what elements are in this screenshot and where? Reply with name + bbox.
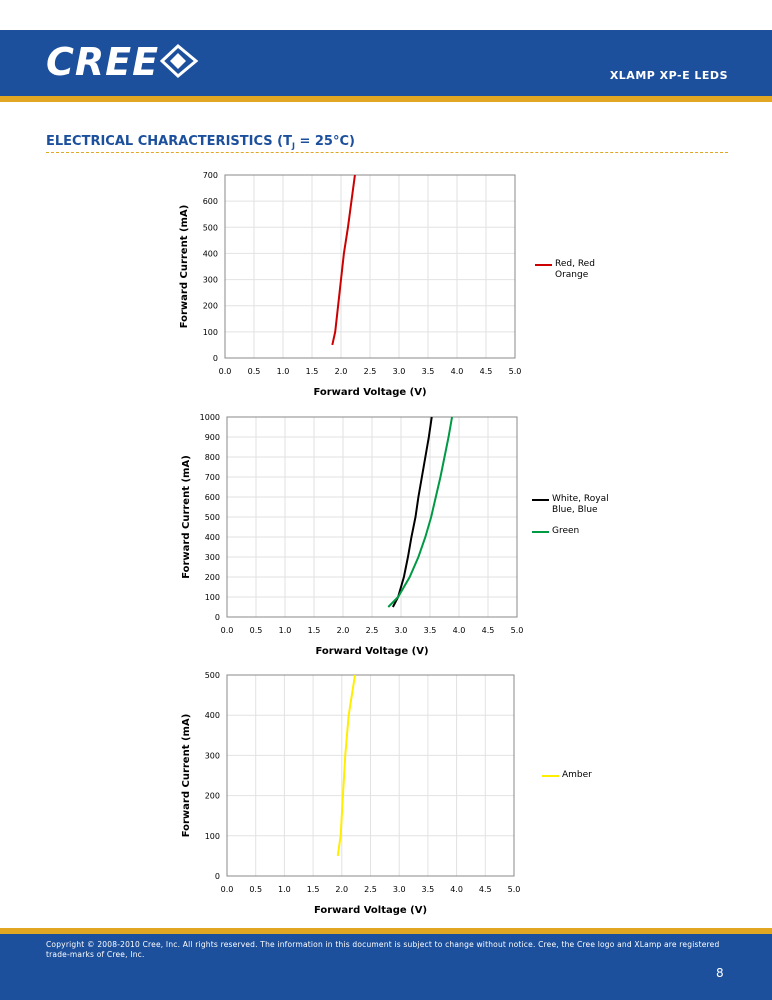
x-tick-label: 0.0 <box>221 885 234 894</box>
x-tick-label: 0.5 <box>250 626 263 635</box>
x-tick-label: 2.0 <box>335 885 348 894</box>
logo-mark <box>160 44 199 78</box>
x-tick-label: 3.0 <box>393 367 406 376</box>
legend-label: White, Royal Blue, Blue <box>552 494 609 515</box>
y-tick-label: 700 <box>203 171 218 180</box>
header-band <box>0 30 772 96</box>
x-tick-label: 0.5 <box>248 367 261 376</box>
y-tick-label: 100 <box>205 593 220 602</box>
footer-stripe <box>0 928 772 934</box>
x-tick-label: 4.0 <box>450 885 463 894</box>
x-axis-label: Forward Voltage (V) <box>313 387 426 398</box>
y-tick-label: 400 <box>205 711 220 720</box>
y-tick-label: 600 <box>203 197 218 206</box>
title-text: ELECTRICAL CHARACTERISTICS (T <box>46 134 292 149</box>
y-tick-label: 700 <box>205 473 220 482</box>
y-axis-label: Forward Current (mA) <box>179 205 190 329</box>
page-number: 8 <box>716 966 724 980</box>
x-axis-label: Forward Voltage (V) <box>314 905 427 916</box>
x-tick-label: 1.0 <box>277 367 290 376</box>
x-tick-label: 3.5 <box>422 367 435 376</box>
title-subscript: J <box>291 141 295 151</box>
y-tick-label: 300 <box>205 553 220 562</box>
y-tick-label: 200 <box>203 302 218 311</box>
y-tick-label: 1000 <box>200 413 220 422</box>
logo: CREE <box>46 40 160 84</box>
y-tick-label: 100 <box>203 328 218 337</box>
title-text: = 25°C) <box>294 134 355 149</box>
x-tick-label: 4.5 <box>482 626 495 635</box>
x-tick-label: 5.0 <box>511 626 524 635</box>
y-tick-label: 300 <box>205 751 220 760</box>
x-tick-label: 0.0 <box>221 626 234 635</box>
section-rule <box>46 152 728 153</box>
y-tick-label: 100 <box>205 832 220 841</box>
y-tick-label: 500 <box>205 513 220 522</box>
series-line <box>387 416 454 608</box>
x-tick-label: 4.5 <box>479 885 492 894</box>
x-tick-label: 2.5 <box>364 367 377 376</box>
x-tick-label: 4.0 <box>453 626 466 635</box>
x-tick-label: 0.5 <box>249 885 262 894</box>
x-tick-label: 1.0 <box>279 626 292 635</box>
x-tick-label: 2.5 <box>366 626 379 635</box>
y-tick-label: 200 <box>205 792 220 801</box>
y-tick-label: 0 <box>213 354 218 363</box>
x-tick-label: 5.0 <box>508 885 521 894</box>
y-tick-label: 400 <box>205 533 220 542</box>
series-line <box>391 416 433 608</box>
x-tick-label: 3.0 <box>395 626 408 635</box>
x-tick-label: 1.0 <box>278 885 291 894</box>
x-tick-label: 0.0 <box>219 367 232 376</box>
x-tick-label: 2.5 <box>364 885 377 894</box>
x-tick-label: 4.0 <box>451 367 464 376</box>
y-tick-label: 800 <box>205 453 220 462</box>
y-tick-label: 300 <box>203 276 218 285</box>
y-tick-label: 0 <box>215 613 220 622</box>
x-tick-label: 3.5 <box>424 626 437 635</box>
footer-band <box>0 934 772 1000</box>
series-line <box>331 174 356 346</box>
x-tick-label: 2.0 <box>335 367 348 376</box>
x-tick-label: 1.5 <box>308 626 321 635</box>
y-tick-label: 600 <box>205 493 220 502</box>
x-tick-label: 3.5 <box>422 885 435 894</box>
y-tick-label: 500 <box>203 223 218 232</box>
plot-border <box>226 674 515 877</box>
plot-border <box>226 416 518 618</box>
legend-label: Green <box>552 526 580 536</box>
y-tick-label: 500 <box>205 671 220 680</box>
legend-label: Amber <box>562 770 592 780</box>
y-tick-label: 900 <box>205 433 220 442</box>
x-tick-label: 1.5 <box>307 885 320 894</box>
y-axis-label: Forward Current (mA) <box>181 455 192 579</box>
x-tick-label: 2.0 <box>337 626 350 635</box>
x-axis-label: Forward Voltage (V) <box>315 646 428 657</box>
y-tick-label: 200 <box>205 573 220 582</box>
y-axis-label: Forward Current (mA) <box>181 714 192 838</box>
x-tick-label: 4.5 <box>480 367 493 376</box>
product-name: XLAMP XP-E LEDS <box>609 69 728 82</box>
x-tick-label: 1.5 <box>306 367 319 376</box>
y-tick-label: 400 <box>203 249 218 258</box>
legend-label: Red, Red Orange <box>555 259 595 280</box>
section-title: ELECTRICAL CHARACTERISTICS (TJ = 25°C) <box>46 134 355 151</box>
x-tick-label: 3.0 <box>393 885 406 894</box>
plot-border <box>224 174 516 359</box>
copyright: Copyright © 2008-2010 Cree, Inc. All rig… <box>46 940 720 959</box>
y-tick-label: 0 <box>215 872 220 881</box>
x-tick-label: 5.0 <box>509 367 522 376</box>
series-line <box>336 674 356 857</box>
header-stripe <box>0 96 772 102</box>
